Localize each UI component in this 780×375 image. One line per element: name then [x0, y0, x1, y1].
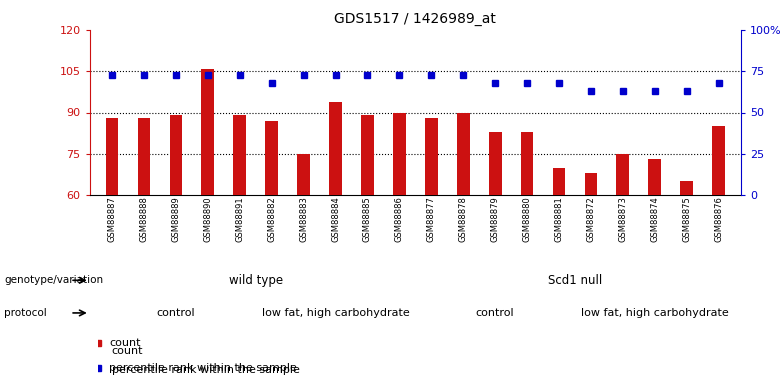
Bar [201, 69, 215, 195]
Text: Scd1 null: Scd1 null [548, 274, 602, 287]
Bar [648, 159, 661, 195]
Bar [361, 115, 374, 195]
Bar [329, 102, 342, 195]
Text: low fat, high carbohydrate: low fat, high carbohydrate [261, 308, 410, 318]
Bar [680, 181, 693, 195]
Bar [265, 121, 278, 195]
Bar [489, 132, 502, 195]
Bar [425, 118, 438, 195]
Bar [393, 112, 406, 195]
Bar [105, 118, 119, 195]
Text: count: count [112, 346, 143, 356]
Text: control: control [157, 308, 195, 318]
Text: control: control [476, 308, 515, 318]
Bar [457, 112, 470, 195]
Bar [521, 132, 534, 195]
Bar [712, 126, 725, 195]
Bar [169, 115, 183, 195]
Text: genotype/variation: genotype/variation [4, 275, 103, 285]
Title: GDS1517 / 1426989_at: GDS1517 / 1426989_at [335, 12, 496, 26]
Bar [297, 154, 310, 195]
Text: wild type: wild type [229, 274, 283, 287]
Bar [137, 118, 151, 195]
Bar [233, 115, 246, 195]
Text: low fat, high carbohydrate: low fat, high carbohydrate [581, 308, 729, 318]
Text: protocol: protocol [4, 308, 47, 318]
Text: percentile rank within the sample: percentile rank within the sample [109, 363, 297, 373]
Bar [553, 168, 566, 195]
Text: count: count [109, 338, 140, 348]
Bar [584, 173, 597, 195]
Bar [616, 154, 629, 195]
Text: percentile rank within the sample: percentile rank within the sample [112, 365, 300, 375]
